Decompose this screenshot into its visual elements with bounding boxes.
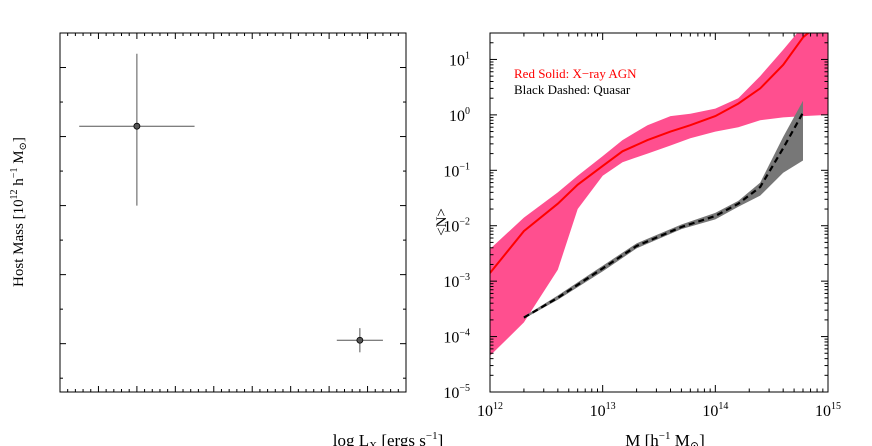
x-tick-label: 1015	[815, 401, 841, 420]
x-tick-label: 1014	[702, 401, 728, 420]
y-tick-label: 10−1	[443, 161, 470, 180]
xray-agn-uncertainty-band	[490, 33, 828, 356]
quasar-line	[523, 112, 804, 319]
y-tick-exponent: −4	[459, 328, 470, 339]
right-x-axis-label: M [h−1 M⊙]	[625, 430, 705, 446]
x-tick-exponent: 13	[606, 401, 616, 412]
x-tick-base: 10	[702, 403, 718, 420]
right-plot-area	[490, 33, 828, 356]
y-tick-label: 101	[449, 50, 470, 69]
left-y-axis-label: Host Mass [1012 h−1 M⊙]	[9, 137, 29, 287]
y-tick-label: 100	[449, 106, 470, 125]
x-tick-base: 10	[815, 403, 831, 420]
y-tick-exponent: −2	[459, 217, 470, 228]
x-tick-exponent: 14	[718, 401, 728, 412]
y-tick-exponent: 0	[465, 106, 470, 117]
x-tick-exponent: 15	[831, 401, 841, 412]
right-x-ticks: 1012 1013 1014 1015	[477, 33, 841, 420]
legend-entry-quasar: Black Dashed: Quasar	[514, 82, 631, 97]
x-tick-base: 10	[477, 403, 493, 420]
y-tick-label: 10−4	[443, 328, 470, 347]
x-tick-base: 10	[590, 403, 606, 420]
y-tick-exponent: −1	[459, 161, 470, 172]
y-tick-exponent: 1	[465, 50, 470, 61]
y-tick-exponent: −5	[459, 383, 470, 394]
quasar-point	[356, 336, 364, 344]
left-x-axis-label: log LX [ergs s−1]	[333, 430, 444, 446]
x-tick-exponent: 12	[493, 401, 503, 412]
x-tick-label: 1013	[590, 401, 616, 420]
left-plot-area	[79, 53, 383, 353]
y-tick-label: 10−5	[443, 383, 470, 402]
left-x-ticks	[59, 33, 407, 392]
y-tick-exponent: −3	[459, 272, 470, 283]
x-tick-label: 1012	[477, 401, 503, 420]
y-tick-label: 10−3	[443, 272, 470, 291]
right-y-axis-label: <N>	[434, 208, 450, 236]
left-scatter-panel: log LX [ergs s−1] Host Mass [1012 h−1 M⊙…	[9, 32, 444, 446]
left-axes-frame	[59, 32, 407, 393]
right-axes-frame	[489, 32, 829, 393]
right-hod-panel: 1012 1013 1014 1015 10−510−410−310−210−1100…	[434, 32, 841, 446]
x-ray-agn-point	[133, 122, 141, 130]
left-y-ticks	[60, 32, 406, 379]
legend-entry-xray-agn: Red Solid: X−ray AGN	[514, 66, 637, 81]
xray-agn-line	[490, 33, 810, 274]
